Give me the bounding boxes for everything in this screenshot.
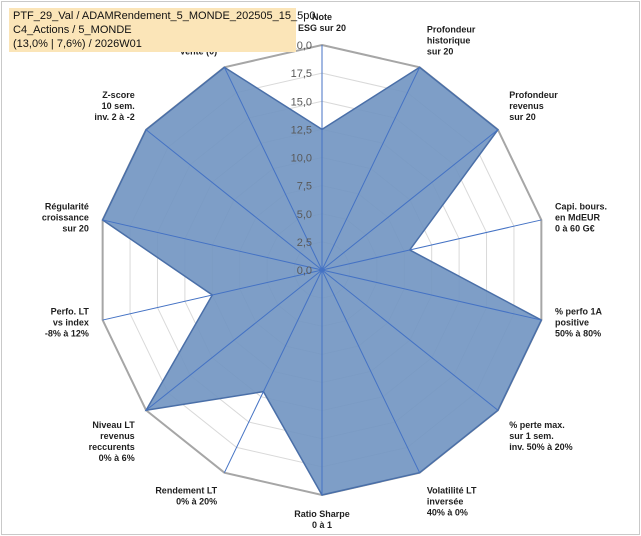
- tick-label-7: 17,5: [291, 68, 312, 80]
- spoke-2: [321, 129, 499, 271]
- axis-label-6: Volatilité LT inversée 40% à 0%: [427, 486, 477, 518]
- portfolio-title: PTF_29_Val / ADAMRendement_5_MONDE_20250…: [13, 10, 316, 22]
- spoke-10: [102, 269, 323, 321]
- radar-axis-labels: Note ESG sur 20 Profondeur historique sur 20…: [42, 12, 607, 530]
- axis-label-7: Ratio Sharpe 0 à 1: [294, 509, 350, 530]
- tick-label-3: 7,5: [297, 181, 312, 193]
- spoke-13: [223, 67, 323, 271]
- axis-label-8: Rendement LT 0% à 20%: [155, 486, 217, 507]
- tick-label-4: 10,0: [291, 153, 312, 165]
- axis-label-1: Profondeur historique sur 20: [427, 24, 476, 56]
- radar-tick-labels: 0,02,55,07,510,012,515,017,520,0: [291, 40, 312, 277]
- axis-label-10: Perfo. LT vs index -8% à 12%: [45, 307, 90, 339]
- spoke-12: [145, 129, 323, 271]
- tick-label-2: 5,0: [297, 209, 312, 221]
- spoke-11: [102, 219, 323, 271]
- axis-label-9: Niveau LT revenus reccurents 0% à 6%: [89, 420, 136, 463]
- spoke-8: [223, 269, 323, 473]
- axis-label-12: Z-score 10 sem. inv. 2 à -2: [94, 90, 134, 122]
- axis-label-2: Profondeur revenus sur 20: [509, 90, 558, 122]
- tick-label-5: 12,5: [291, 124, 312, 136]
- portfolio-category: C4_Actions / 5_MONDE: [13, 24, 132, 36]
- axis-label-3: Capi. bours. en MdEUR 0 à 60 G€: [555, 201, 607, 233]
- tick-label-1: 2,5: [297, 237, 312, 249]
- axis-label-0: Note ESG sur 20: [298, 12, 346, 33]
- portfolio-stats: (13,0% | 7,6%) / 2026W01: [13, 38, 142, 50]
- spoke-6: [321, 269, 421, 473]
- portfolio-info-box: PTF_29_Val / ADAMRendement_5_MONDE_20250…: [9, 8, 316, 52]
- spoke-4: [321, 269, 542, 321]
- axis-label-4: % perfo 1A positive 50% à 80%: [555, 307, 603, 339]
- tick-label-6: 15,0: [291, 96, 312, 108]
- spoke-1: [321, 67, 421, 271]
- spoke-3: [321, 219, 542, 271]
- radar-spokes: [102, 45, 542, 495]
- axis-label-11: Régularité croissance sur 20: [42, 201, 89, 233]
- spoke-9: [145, 269, 323, 411]
- tick-label-0: 0,0: [297, 265, 312, 277]
- spoke-5: [321, 269, 499, 411]
- axis-label-5: % perte max. sur 1 sem. inv. 50% à 20%: [509, 420, 572, 452]
